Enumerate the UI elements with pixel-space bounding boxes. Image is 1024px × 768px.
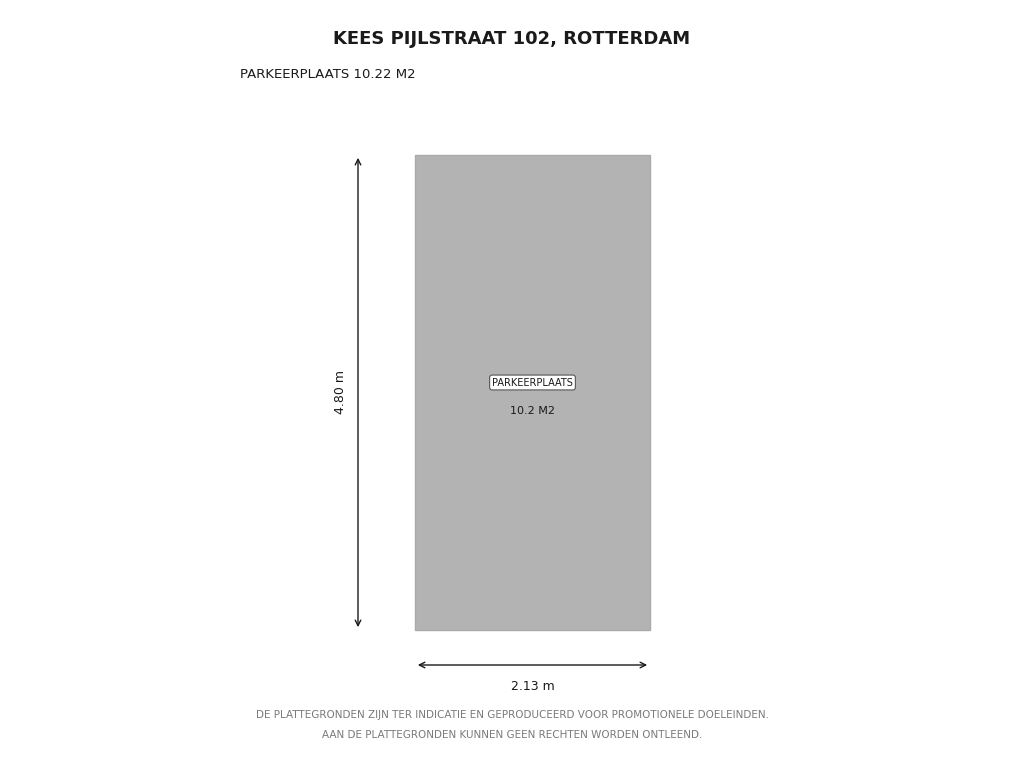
- Text: 4.80 m: 4.80 m: [334, 370, 346, 415]
- Text: PARKEERPLAATS: PARKEERPLAATS: [493, 378, 573, 388]
- Text: 2.13 m: 2.13 m: [511, 680, 554, 694]
- Text: 10.2 M2: 10.2 M2: [510, 406, 555, 415]
- Bar: [415, 155, 650, 630]
- Text: AAN DE PLATTEGRONDEN KUNNEN GEEN RECHTEN WORDEN ONTLEEND.: AAN DE PLATTEGRONDEN KUNNEN GEEN RECHTEN…: [322, 730, 702, 740]
- Text: DE PLATTEGRONDEN ZIJN TER INDICATIE EN GEPRODUCEERD VOOR PROMOTIONELE DOELEINDEN: DE PLATTEGRONDEN ZIJN TER INDICATIE EN G…: [256, 710, 768, 720]
- Text: PARKEERPLAATS 10.22 M2: PARKEERPLAATS 10.22 M2: [240, 68, 416, 81]
- Text: KEES PIJLSTRAAT 102, ROTTERDAM: KEES PIJLSTRAAT 102, ROTTERDAM: [334, 30, 690, 48]
